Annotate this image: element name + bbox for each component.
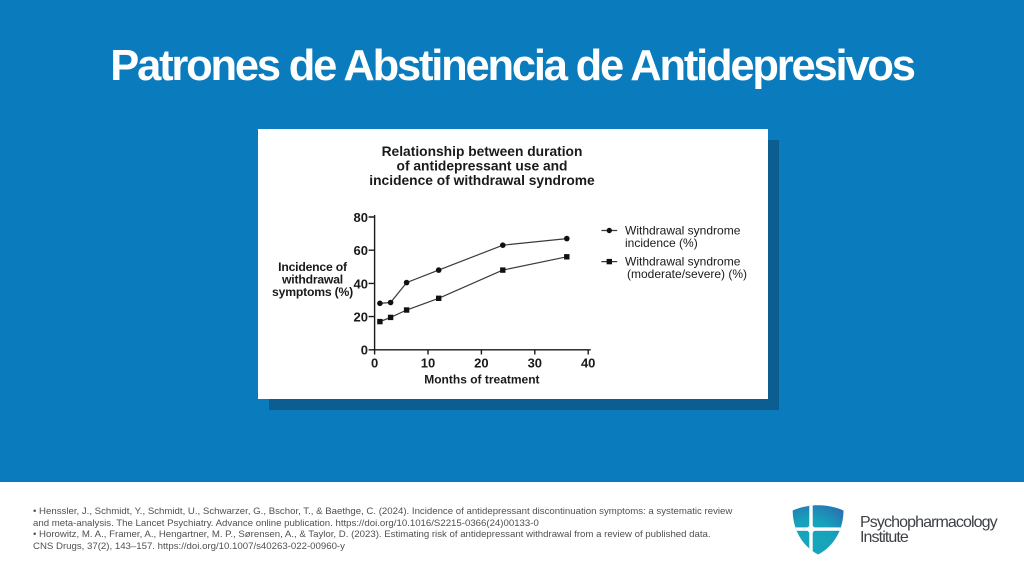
svg-text:symptoms (%): symptoms (%): [272, 285, 353, 299]
svg-text:20: 20: [474, 356, 488, 371]
svg-text:(moderate/severe) (%): (moderate/severe) (%): [627, 267, 747, 281]
svg-text:20: 20: [354, 310, 368, 325]
svg-text:incidence (%): incidence (%): [625, 236, 698, 250]
svg-text:30: 30: [528, 356, 542, 371]
svg-text:40: 40: [581, 356, 595, 371]
svg-text:0: 0: [371, 356, 378, 371]
svg-text:Incidence of: Incidence of: [278, 260, 348, 274]
svg-text:incidence of withdrawal syndro: incidence of withdrawal syndrome: [369, 173, 595, 188]
svg-text:40: 40: [354, 276, 368, 291]
svg-text:60: 60: [354, 243, 368, 258]
svg-text:0: 0: [361, 343, 368, 358]
svg-text:Months of treatment: Months of treatment: [424, 372, 539, 386]
svg-text:withdrawal: withdrawal: [281, 272, 343, 286]
svg-text:Relationship between duration: Relationship between duration: [382, 144, 583, 159]
svg-text:of antidepressant use and: of antidepressant use and: [397, 158, 568, 173]
svg-text:Withdrawal syndrome: Withdrawal syndrome: [625, 255, 741, 269]
svg-text:Withdrawal syndrome: Withdrawal syndrome: [625, 223, 741, 237]
svg-text:80: 80: [354, 210, 368, 225]
svg-text:10: 10: [421, 356, 435, 371]
